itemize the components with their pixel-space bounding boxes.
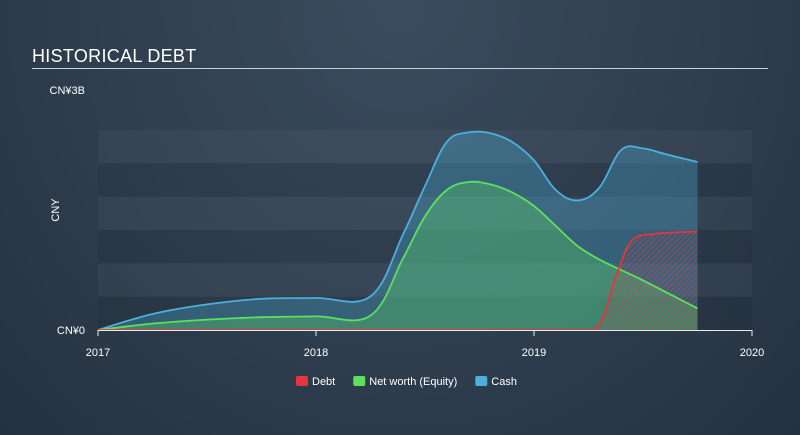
legend-label-cash: Cash — [491, 376, 517, 388]
legend-swatch-net-worth-equity — [353, 376, 366, 386]
y-tick-label: CN¥3B — [50, 85, 85, 97]
legend-label-net-worth-equity: Net worth (Equity) — [369, 376, 457, 388]
cash-line — [97, 130, 698, 331]
legend-swatch-debt — [296, 376, 308, 386]
legend-label-debt: Debt — [312, 376, 335, 388]
x-tick-label: 2018 — [304, 347, 328, 359]
x-tick-label: 2019 — [522, 347, 546, 359]
chart-title: HISTORICAL DEBT — [32, 46, 197, 66]
legend-swatch-cash — [475, 376, 488, 386]
axes: 2017 2018 2019 2020 CN¥3B CN¥0 CNY — [50, 85, 765, 359]
x-tick-label: 2017 — [86, 347, 110, 359]
legend: Debt Net worth (Equity) Cash — [296, 376, 517, 388]
y-axis-label: CNY — [50, 198, 62, 222]
debt-area — [98, 231, 698, 330]
y-tick-label: CN¥0 — [57, 325, 85, 337]
x-tick-label: 2020 — [740, 347, 764, 359]
title-divider — [32, 68, 768, 69]
plot-band — [98, 163, 752, 197]
